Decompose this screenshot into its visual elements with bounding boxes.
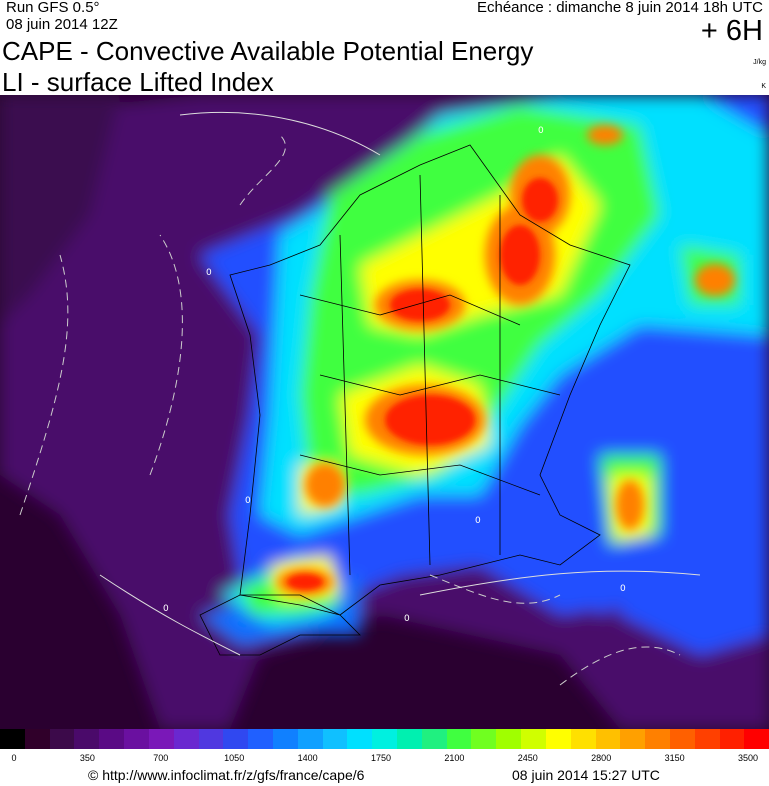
- contour-label: 0: [245, 496, 251, 506]
- color-scale-tick-label: 2450: [517, 753, 538, 763]
- unit-cape: J/kg: [753, 59, 766, 66]
- contour-label: 0: [404, 614, 410, 624]
- color-scale-swatch: [322, 729, 348, 749]
- contour-label: 0: [206, 268, 212, 278]
- color-scale-tick-label: 2800: [591, 753, 612, 763]
- color-scale-tick-label: 2100: [444, 753, 465, 763]
- color-scale-swatch: [272, 729, 298, 749]
- color-scale-swatch: [148, 729, 174, 749]
- color-scale-swatch: [471, 729, 497, 749]
- contour-label: 0: [163, 604, 169, 614]
- color-scale-swatch: [99, 729, 125, 749]
- color-scale-tick-label: 1400: [297, 753, 318, 763]
- color-scale-tick-label: 3150: [664, 753, 685, 763]
- color-scale-swatch: [248, 729, 273, 749]
- color-scale-swatch: [446, 729, 472, 749]
- color-scale-swatch: [545, 729, 571, 749]
- contour-label: 0: [538, 126, 544, 136]
- color-scale-tick-label: 3500: [737, 753, 759, 763]
- zero-contours: [99, 111, 701, 656]
- color-scale-tick-label: 0: [11, 753, 17, 763]
- color-scale-swatch: [397, 729, 422, 749]
- color-scale-swatch: [74, 729, 100, 749]
- color-scale: [0, 729, 769, 749]
- color-scale-swatch: [0, 729, 25, 749]
- contour-label: 0: [620, 584, 626, 594]
- li-contours: [19, 134, 681, 686]
- run-label: Run GFS 0.5°: [6, 0, 100, 16]
- map-title-li: LI - surface Lifted Index: [2, 67, 274, 97]
- color-scale-swatch: [347, 729, 373, 749]
- color-scale-swatch: [372, 729, 397, 749]
- color-scale-swatch: [24, 729, 50, 749]
- color-scale-swatch: [496, 729, 522, 749]
- color-scale-swatch: [173, 729, 199, 749]
- contour-labels: 0 0 0 0 0 0 0: [163, 126, 626, 624]
- unit-li: K: [761, 83, 766, 90]
- color-scale-swatch: [744, 729, 769, 749]
- color-scale-tick-label: 700: [153, 753, 169, 763]
- color-scale-swatch: [124, 729, 149, 749]
- color-scale-swatch: [669, 729, 695, 749]
- color-scale-swatch: [570, 729, 596, 749]
- generation-date: 08 juin 2014 15:27 UTC: [512, 767, 660, 783]
- cape-map: 0 0 0 0 0 0 0: [0, 95, 769, 729]
- map-title-cape: CAPE - Convective Available Potential En…: [2, 36, 534, 66]
- color-scale-ticks: 0 350 700 1050 1400 1750 2100 2450 2800 3150 3500: [0, 753, 769, 767]
- color-scale-swatch: [421, 729, 447, 749]
- color-scale-swatch: [645, 729, 670, 749]
- color-scale-swatch: [595, 729, 621, 749]
- color-scale-swatch: [694, 729, 720, 749]
- copyright-url: © http://www.infoclimat.fr/z/gfs/france/…: [88, 767, 365, 783]
- color-scale-tick-label: 1050: [224, 753, 245, 763]
- color-scale-swatch: [297, 729, 323, 749]
- color-scale-swatch: [198, 729, 224, 749]
- color-scale-swatch: [620, 729, 646, 749]
- cape-map-graphic: 0 0 0 0 0 0 0: [0, 95, 769, 729]
- forecast-time: Echéance : dimanche 8 juin 2014 18h UTC: [476, 0, 763, 16]
- color-scale-swatch: [521, 729, 546, 749]
- forecast-offset: + 6H: [700, 15, 763, 47]
- contour-label: 0: [475, 516, 481, 526]
- color-scale-swatch: [719, 729, 745, 749]
- color-scale-tick-label: 350: [79, 753, 95, 763]
- color-scale-tick-label: 1750: [370, 753, 392, 763]
- borders: [199, 144, 631, 656]
- color-scale-swatch: [49, 729, 75, 749]
- run-date: 08 juin 2014 12Z: [6, 16, 118, 33]
- color-scale-swatch: [223, 729, 249, 749]
